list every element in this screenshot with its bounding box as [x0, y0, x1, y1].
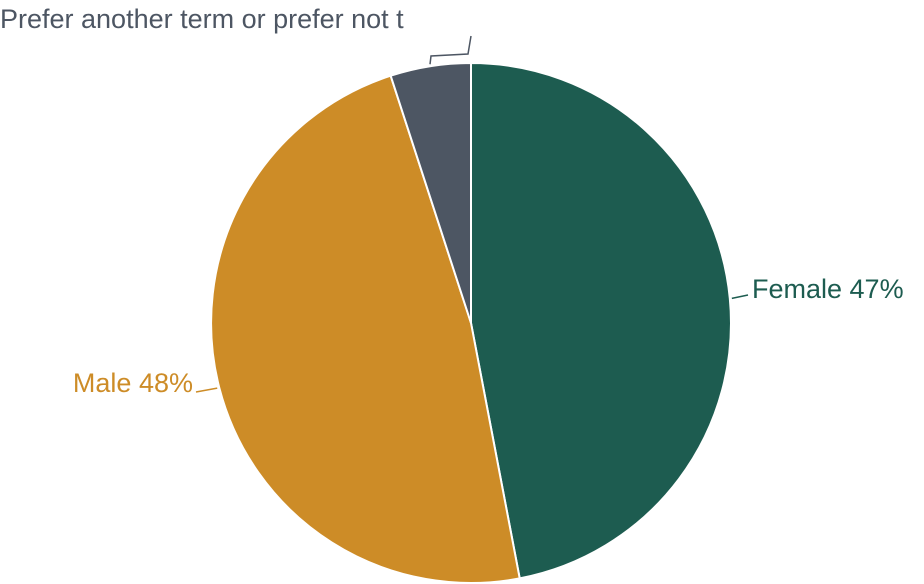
slice-label-prefer: Prefer another term or prefer not t	[0, 4, 404, 34]
pie-slice-female[interactable]	[470, 61, 732, 580]
leader-line-female	[731, 294, 749, 300]
pie-slice-male[interactable]	[210, 74, 521, 584]
leader-line-male	[195, 387, 218, 393]
slice-label-female: Female 47%	[752, 274, 904, 304]
pie-slice-prefer[interactable]	[389, 61, 472, 324]
slice-label-male: Male 48%	[73, 368, 193, 398]
leader-line-prefer	[429, 35, 472, 65]
